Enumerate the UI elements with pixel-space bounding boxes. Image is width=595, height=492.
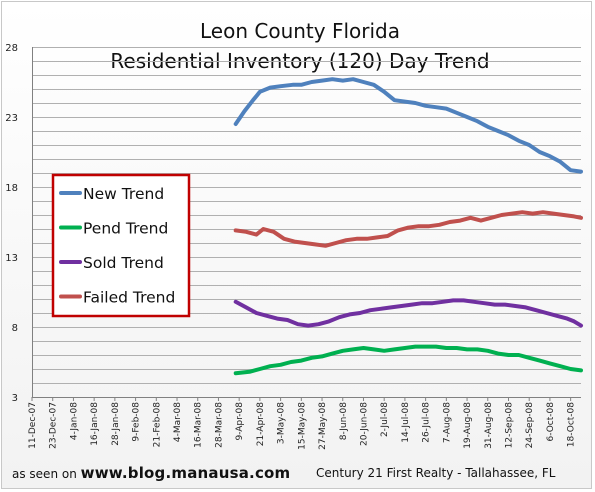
x-tick-label: 23-Dec-07 xyxy=(49,402,59,449)
legend-label: Pend Trend xyxy=(83,220,168,238)
new-trend-line xyxy=(233,77,583,174)
x-axis-ticks: 11-Dec-07 23-Dec-07 4-Jan-08 16-Jan-08 28-Ja… xyxy=(28,397,577,450)
y-tick-label: 3 xyxy=(12,393,18,404)
legend-label: Sold Trend xyxy=(83,254,164,272)
x-tick-label: 16-Jan-08 xyxy=(90,402,100,446)
y-axis-ticks: 3 8 13 18 23 28 xyxy=(5,43,18,404)
x-tick-label: 18-Oct-08 xyxy=(567,402,577,447)
x-tick-label: 19-Aug-08 xyxy=(463,402,473,449)
y-tick-label: 13 xyxy=(5,253,18,264)
x-tick-label: 14-Jul-08 xyxy=(401,402,411,443)
legend-label: New Trend xyxy=(83,185,164,203)
x-tick-label: 31-Aug-08 xyxy=(484,402,494,449)
sold-trend-line xyxy=(233,298,583,328)
series-lines xyxy=(233,77,583,376)
x-tick-label: 16-Mar-08 xyxy=(194,402,204,448)
y-tick-label: 23 xyxy=(5,113,18,124)
x-tick-label: 7-Aug-08 xyxy=(442,402,452,443)
x-tick-label: 21-Feb-08 xyxy=(152,402,162,448)
x-tick-label: 9-Apr-08 xyxy=(235,402,245,441)
footer-prefix: as seen on xyxy=(12,467,77,481)
y-tick-label: 28 xyxy=(5,43,18,54)
x-tick-label: 20-Jun-08 xyxy=(359,402,369,446)
footer-credit: Century 21 First Realty - Tallahassee, F… xyxy=(316,466,556,480)
x-tick-label: 11-Dec-07 xyxy=(28,402,38,449)
legend: New Trend Pend Trend Sold Trend Failed Tren… xyxy=(51,173,191,318)
x-tick-label: 4-Mar-08 xyxy=(173,402,183,442)
x-tick-label: 26-Jul-08 xyxy=(422,402,432,443)
x-tick-label: 8-Jun-08 xyxy=(339,402,349,441)
x-tick-label: 6-Oct-08 xyxy=(546,402,556,442)
x-tick-label: 21-Apr-08 xyxy=(256,402,266,446)
pend-trend-line xyxy=(233,344,583,376)
x-tick-label: 27-May-08 xyxy=(318,402,328,450)
legend-label: Failed Trend xyxy=(83,289,175,307)
x-tick-label: 24-Sep-08 xyxy=(525,402,535,449)
x-tick-label: 28-Mar-08 xyxy=(214,402,224,448)
footer-site-link[interactable]: www.blog.manausa.com xyxy=(80,464,291,482)
y-tick-label: 8 xyxy=(12,323,18,334)
footer-source: as seen on www.blog.manausa.com xyxy=(12,464,290,482)
failed-trend-line xyxy=(233,210,583,248)
x-tick-label: 28-Jan-08 xyxy=(111,402,121,446)
x-tick-label: 9-Feb-08 xyxy=(132,402,142,442)
x-tick-label: 15-May-08 xyxy=(297,402,307,450)
x-tick-label: 2-Jul-08 xyxy=(380,402,390,437)
y-tick-label: 18 xyxy=(5,183,18,194)
x-tick-label: 3-May-08 xyxy=(277,402,287,444)
chart-title-line: Leon County Florida xyxy=(200,19,400,43)
legend-box xyxy=(51,173,191,318)
axes xyxy=(32,47,581,398)
x-tick-label: 4-Jan-08 xyxy=(69,402,79,440)
x-tick-label: 12-Sep-08 xyxy=(504,402,514,449)
